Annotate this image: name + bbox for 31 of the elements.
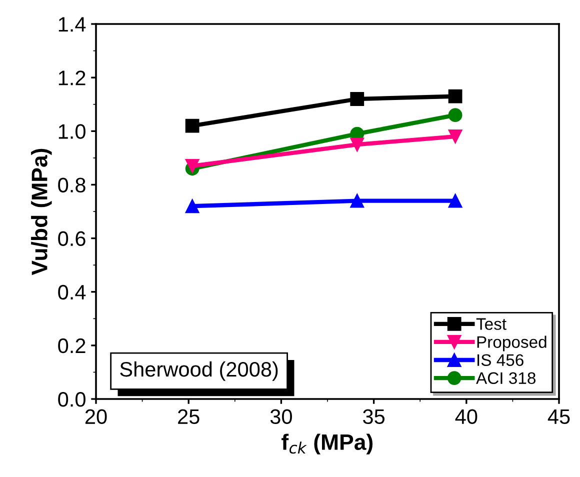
y-tick-label: 1.0 [58, 124, 86, 139]
point [350, 138, 364, 152]
point [185, 159, 200, 173]
point [448, 108, 462, 122]
y-tick-label: 1.4 [58, 17, 86, 32]
y-tick-label: 0.0 [58, 392, 86, 407]
x-tick-label: 30 [270, 409, 292, 424]
point [350, 194, 364, 208]
x-tick-label: 40 [455, 409, 478, 424]
point [448, 130, 462, 144]
y-tick-label: 0.2 [58, 338, 86, 354]
point [185, 199, 200, 214]
y-tick-label: 0.6 [58, 231, 86, 246]
annotation: Sherwood (2008) [120, 361, 278, 381]
x-tick-label: 45 [548, 409, 570, 424]
legend-label: Test [476, 318, 506, 330]
x-tick-label: 20 [85, 409, 107, 424]
y-tick-label: 0.8 [58, 178, 86, 192]
point [448, 89, 462, 104]
point [448, 194, 462, 208]
legend-label: IS 456 [478, 354, 524, 366]
x-tick-label: 35 [363, 409, 385, 424]
x-tick-label: 25 [178, 409, 200, 424]
y-tick-label: 0.4 [58, 284, 86, 300]
legend-label: ACI 318 [476, 372, 536, 384]
y-axis-title: Vu/bd (MPa) [31, 148, 52, 276]
x-axis-title: f$_{ck}$ (MPa) [282, 434, 373, 454]
point [350, 92, 364, 106]
y-tick-label: 1.2 [58, 70, 86, 86]
legend-label: Proposed [477, 336, 546, 352]
point [185, 118, 200, 133]
